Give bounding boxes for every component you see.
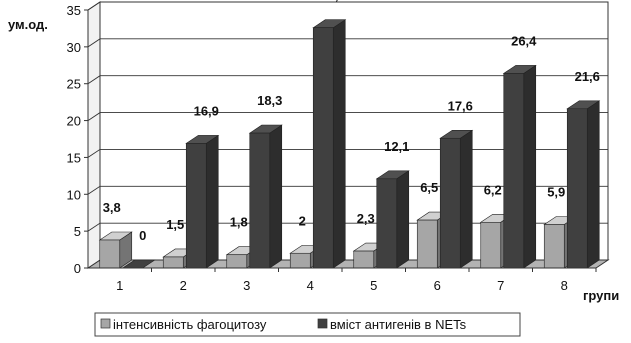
- y-axis: 0 5 10 15 20 25 30 35: [67, 3, 89, 276]
- gridline: [87, 75, 608, 85]
- data-label-series-1: 6,2: [484, 182, 502, 197]
- bars: [98, 19, 601, 269]
- gridlines: [87, 1, 608, 232]
- gridline: [87, 38, 608, 48]
- data-label-series-2: 21,6: [575, 69, 600, 84]
- x-axis-title: групи: [583, 288, 619, 303]
- x-tick-label: 3: [243, 278, 250, 293]
- bar-series-2: [185, 134, 220, 269]
- bar-series-2: [248, 124, 283, 269]
- data-label-series-2: 12,1: [384, 139, 409, 154]
- data-label-series-1: 1,5: [166, 217, 184, 232]
- gridline: [87, 112, 608, 121]
- data-label-series-1: 3,8: [103, 200, 121, 215]
- x-tick-label: 8: [561, 278, 568, 293]
- x-tick-label: 5: [370, 278, 377, 293]
- y-tick-label: 30: [67, 40, 81, 55]
- data-label-series-1: 2,3: [357, 211, 375, 226]
- data-labels: 3,8 0 1,5 16,9 1,8 18,3 2 32,6 2,3 12,1 6,5 17,6 6,2…: [103, 0, 600, 243]
- legend: інтенсивність фагоцитозу вміст антигенів…: [94, 312, 521, 337]
- bar-series-2: [502, 64, 537, 269]
- y-tick-label: 25: [67, 77, 81, 92]
- legend-label-series-1: інтенсивність фагоцитозу: [113, 317, 267, 332]
- data-label-series-1: 6,5: [420, 180, 438, 195]
- y-tick-label: 0: [74, 261, 81, 276]
- x-tick-label: 1: [116, 278, 123, 293]
- y-tick-label: 10: [67, 187, 81, 202]
- y-tick-label: 15: [67, 150, 81, 165]
- data-label-series-2: 16,9: [194, 103, 219, 118]
- y-axis-title: ум.од.: [8, 17, 48, 32]
- data-label-series-2: 32,6: [321, 0, 346, 3]
- gridline: [87, 185, 608, 195]
- y-tick-label: 35: [67, 3, 81, 18]
- x-tick-label: 6: [434, 278, 441, 293]
- bar-series-2: [375, 170, 410, 269]
- side-wall: [87, 1, 101, 269]
- x-tick-label: 2: [180, 278, 187, 293]
- y-tick-label: 20: [67, 114, 81, 129]
- legend-swatch-series-1: [100, 318, 111, 329]
- bar-series-1: [98, 231, 133, 269]
- bar-series-2: [566, 100, 601, 269]
- data-label-series-1: 2: [299, 213, 306, 228]
- bar-series-2: [312, 19, 347, 269]
- x-tick-label: 7: [497, 278, 504, 293]
- legend-label-series-2: вміст антигенів в NETs: [330, 317, 467, 332]
- x-tick-label: 4: [307, 278, 314, 293]
- data-label-series-2: 17,6: [448, 98, 473, 113]
- data-label-series-2: 0: [139, 228, 146, 243]
- y-tick-label: 5: [74, 224, 81, 239]
- data-label-series-1: 5,9: [547, 185, 565, 200]
- legend-frame: [94, 312, 521, 337]
- data-label-series-2: 26,4: [511, 33, 537, 48]
- x-axis: 1 2 3 4 5 6 7 8: [88, 267, 597, 293]
- legend-swatch-series-2: [317, 318, 328, 329]
- bar-series-2: [439, 129, 474, 269]
- data-label-series-2: 18,3: [257, 93, 282, 108]
- data-label-series-1: 1,8: [230, 215, 248, 230]
- gridline: [87, 1, 608, 11]
- gridline: [87, 148, 608, 158]
